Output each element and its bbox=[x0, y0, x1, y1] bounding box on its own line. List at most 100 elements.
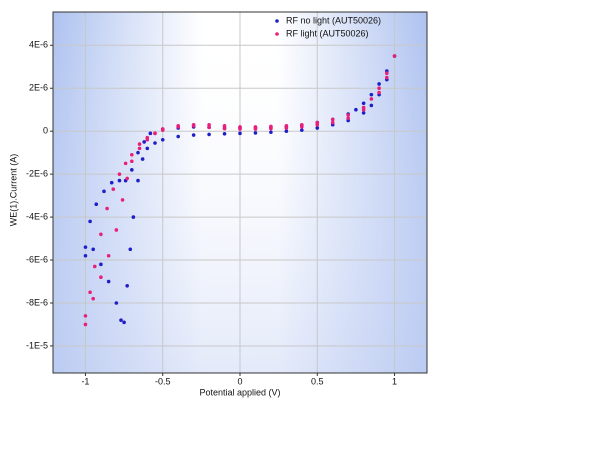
data-point bbox=[145, 137, 150, 142]
data-point bbox=[117, 172, 122, 176]
data-point bbox=[191, 133, 196, 137]
data-point bbox=[191, 124, 196, 128]
data-point bbox=[99, 275, 103, 280]
data-point bbox=[117, 178, 122, 183]
data-point bbox=[111, 187, 116, 191]
data-point bbox=[130, 159, 134, 164]
data-point bbox=[300, 128, 304, 132]
data-point bbox=[330, 120, 335, 125]
data-point bbox=[140, 157, 145, 161]
data-point bbox=[83, 314, 88, 318]
data-point bbox=[114, 228, 119, 232]
data-point bbox=[176, 124, 180, 128]
data-point bbox=[385, 75, 389, 80]
y-tick-label: 2E-6 bbox=[29, 83, 48, 93]
data-point bbox=[120, 198, 125, 202]
data-point bbox=[99, 232, 103, 237]
data-point bbox=[238, 127, 242, 131]
data-point bbox=[385, 71, 389, 76]
x-tick-label: 0 bbox=[237, 376, 242, 386]
data-point bbox=[361, 107, 366, 112]
data-point bbox=[253, 131, 258, 135]
data-point bbox=[207, 132, 211, 137]
data-point bbox=[369, 97, 374, 101]
data-point bbox=[123, 161, 128, 166]
data-point bbox=[377, 90, 381, 95]
data-point bbox=[377, 82, 381, 86]
data-point bbox=[142, 140, 146, 144]
data-point bbox=[122, 320, 126, 325]
data-point bbox=[130, 168, 134, 172]
data-point bbox=[145, 146, 150, 151]
data-point bbox=[238, 131, 242, 136]
data-point bbox=[284, 129, 289, 133]
legend-marker bbox=[275, 32, 279, 36]
data-point bbox=[153, 141, 157, 145]
data-point bbox=[125, 284, 129, 288]
data-point bbox=[354, 107, 358, 112]
data-point bbox=[222, 131, 227, 136]
data-point bbox=[300, 125, 304, 129]
legend-label: RF no light (AUT50026) bbox=[286, 15, 381, 25]
data-point bbox=[119, 318, 123, 322]
data-point bbox=[102, 189, 106, 194]
x-tick-label: -1 bbox=[81, 376, 89, 386]
y-tick-label: -8E-6 bbox=[26, 297, 48, 307]
data-point bbox=[148, 131, 153, 136]
data-point bbox=[91, 296, 95, 301]
data-point bbox=[392, 54, 397, 58]
y-tick-label: 0 bbox=[43, 126, 48, 136]
data-point bbox=[137, 142, 142, 146]
data-point bbox=[330, 117, 335, 122]
data-point bbox=[91, 247, 95, 252]
y-axis-label: WE(1).Current (A) bbox=[8, 154, 18, 227]
data-point bbox=[160, 137, 165, 142]
data-point bbox=[92, 264, 97, 269]
data-point bbox=[315, 126, 320, 130]
data-point bbox=[128, 247, 133, 252]
data-point bbox=[94, 202, 99, 207]
data-point bbox=[377, 86, 381, 91]
data-point bbox=[284, 126, 289, 130]
x-axis-label: Potential applied (V) bbox=[199, 387, 280, 397]
data-point bbox=[131, 215, 136, 219]
data-point bbox=[109, 180, 114, 185]
data-point bbox=[83, 322, 88, 327]
data-point bbox=[346, 116, 350, 121]
data-point bbox=[361, 101, 366, 106]
data-point bbox=[253, 127, 258, 131]
data-point bbox=[222, 126, 227, 131]
legend-label: RF light (AUT50026) bbox=[286, 28, 369, 38]
data-point bbox=[88, 219, 92, 224]
y-tick-label: -2E-6 bbox=[26, 169, 48, 179]
data-point bbox=[361, 111, 366, 115]
data-point bbox=[207, 125, 211, 130]
data-point bbox=[106, 253, 111, 258]
legend-marker bbox=[275, 19, 279, 23]
data-point bbox=[88, 290, 92, 295]
y-tick-label: 4E-6 bbox=[29, 40, 48, 50]
data-point bbox=[269, 126, 273, 131]
data-point bbox=[83, 245, 88, 249]
data-point bbox=[125, 176, 129, 181]
x-tick-label: 1 bbox=[392, 376, 397, 386]
data-point bbox=[137, 146, 142, 151]
data-point bbox=[105, 206, 109, 211]
data-point bbox=[222, 124, 227, 128]
data-point bbox=[176, 134, 180, 139]
data-point bbox=[99, 262, 103, 267]
data-point bbox=[369, 103, 374, 108]
data-point bbox=[315, 122, 320, 127]
data-point bbox=[114, 301, 119, 305]
data-point bbox=[207, 122, 211, 127]
x-tick-label: 0.5 bbox=[311, 376, 324, 386]
y-tick-label: -4E-6 bbox=[26, 211, 48, 221]
data-point bbox=[83, 253, 88, 258]
data-point bbox=[346, 113, 350, 117]
data-point bbox=[130, 153, 134, 157]
y-tick-label: -1E-5 bbox=[26, 340, 48, 350]
data-point bbox=[160, 127, 165, 131]
data-point bbox=[136, 178, 140, 183]
data-point bbox=[106, 279, 111, 284]
